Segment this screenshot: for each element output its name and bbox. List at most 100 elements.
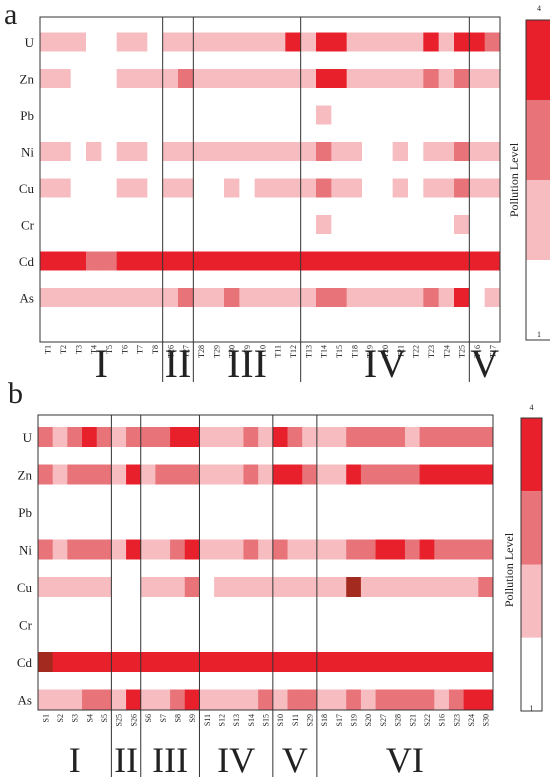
heatmap-cell [38,652,54,672]
heatmap-cell [96,464,112,485]
heatmap-cell [193,32,210,52]
heatmap-cell [155,577,171,597]
heatmap-cell [111,539,127,560]
heatmap-cell [140,652,156,672]
heatmap-cell [285,178,302,198]
heatmap-cell [111,427,127,447]
heatmap-cell [199,539,215,560]
colorbar-segment [526,100,550,180]
heatmap-cell [270,178,286,198]
heatmap-cell [316,251,332,271]
heatmap-cell [40,288,56,307]
column-label: S11 [203,714,212,726]
heatmap-cell [463,577,479,597]
row-label: Cu [17,580,33,595]
heatmap-cell [362,178,378,198]
row-label: Cr [19,618,33,633]
heatmap-cell [170,539,186,560]
heatmap-cell [362,142,378,161]
heatmap-cell [258,464,274,485]
heatmap-cell [178,105,194,125]
heatmap-cell [346,105,363,125]
heatmap-cell [377,215,394,234]
heatmap-cell [438,69,455,88]
colorbar-segment [521,637,542,711]
row-label: Ni [21,145,34,160]
heatmap-cell [178,288,194,307]
heatmap-cell [224,288,240,307]
heatmap-cell [390,577,406,597]
heatmap-cell [67,652,83,672]
heatmap-cell [423,215,440,234]
heatmap-cell [147,32,164,52]
heatmap-cell [126,577,142,597]
heatmap-cell [140,689,156,710]
heatmap-cell [287,614,303,635]
row-label: Pb [18,505,32,520]
heatmap-cell [101,105,118,125]
heatmap-cell [287,689,303,710]
heatmap-cell [116,32,133,52]
column-label: T25 [458,345,467,358]
heatmap-cell [392,105,409,125]
heatmap-cell [392,69,409,88]
heatmap-cell [82,614,98,635]
heatmap-cell [193,288,210,307]
heatmap-cell [316,502,332,522]
heatmap-cell [360,577,376,597]
heatmap-cell [178,251,194,271]
heatmap-cell [390,427,406,447]
heatmap-cell [147,142,164,161]
heatmap-cell [469,251,486,271]
heatmap-cell [193,251,210,271]
heatmap-cell [86,251,102,271]
heatmap-cell [390,502,406,522]
heatmap-cell [404,502,421,522]
heatmap-cell [316,689,332,710]
heatmap-cell [463,427,479,447]
heatmap-cell [55,142,72,161]
heatmap-cell [478,689,494,710]
heatmap-cell [448,689,465,710]
heatmap-cell [199,652,215,672]
heatmap-cell [419,539,435,560]
heatmap-cell [362,251,378,271]
column-label: S16 [438,714,447,726]
heatmap-cell [478,502,494,522]
heatmap-cell [392,215,409,234]
colorbar-segment [521,564,542,638]
heatmap-cell [208,251,225,271]
heatmap-cell [285,105,302,125]
heatmap-cell [101,32,118,52]
heatmap-cell [434,502,450,522]
heatmap-cell [419,427,435,447]
heatmap-cell [448,652,465,672]
heatmap-cell [448,614,465,635]
heatmap-cell [331,105,348,125]
heatmap-cell [316,464,332,485]
heatmap-cell [408,142,424,161]
heatmap-cell [346,652,362,672]
heatmap-cell [254,215,271,234]
column-label: T10 [258,345,267,358]
heatmap-cell [484,105,501,125]
heatmap-cell [67,577,83,597]
heatmap-cell [346,142,363,161]
heatmap-cell [132,69,148,88]
heatmap-cell [302,502,318,522]
heatmap-cell [147,69,164,88]
heatmap-cell [239,32,256,52]
heatmap-cell [448,502,465,522]
group-label: I [95,341,108,386]
heatmap-cell [392,288,409,307]
heatmap-cell [287,427,303,447]
heatmap-cell [170,464,186,485]
heatmap-cell [463,689,479,710]
heatmap-cell [82,539,98,560]
heatmap-cell [40,69,56,88]
heatmap-cell [208,142,225,161]
heatmap-cell [258,689,274,710]
heatmap-cell [346,539,362,560]
heatmap-cell [434,577,450,597]
